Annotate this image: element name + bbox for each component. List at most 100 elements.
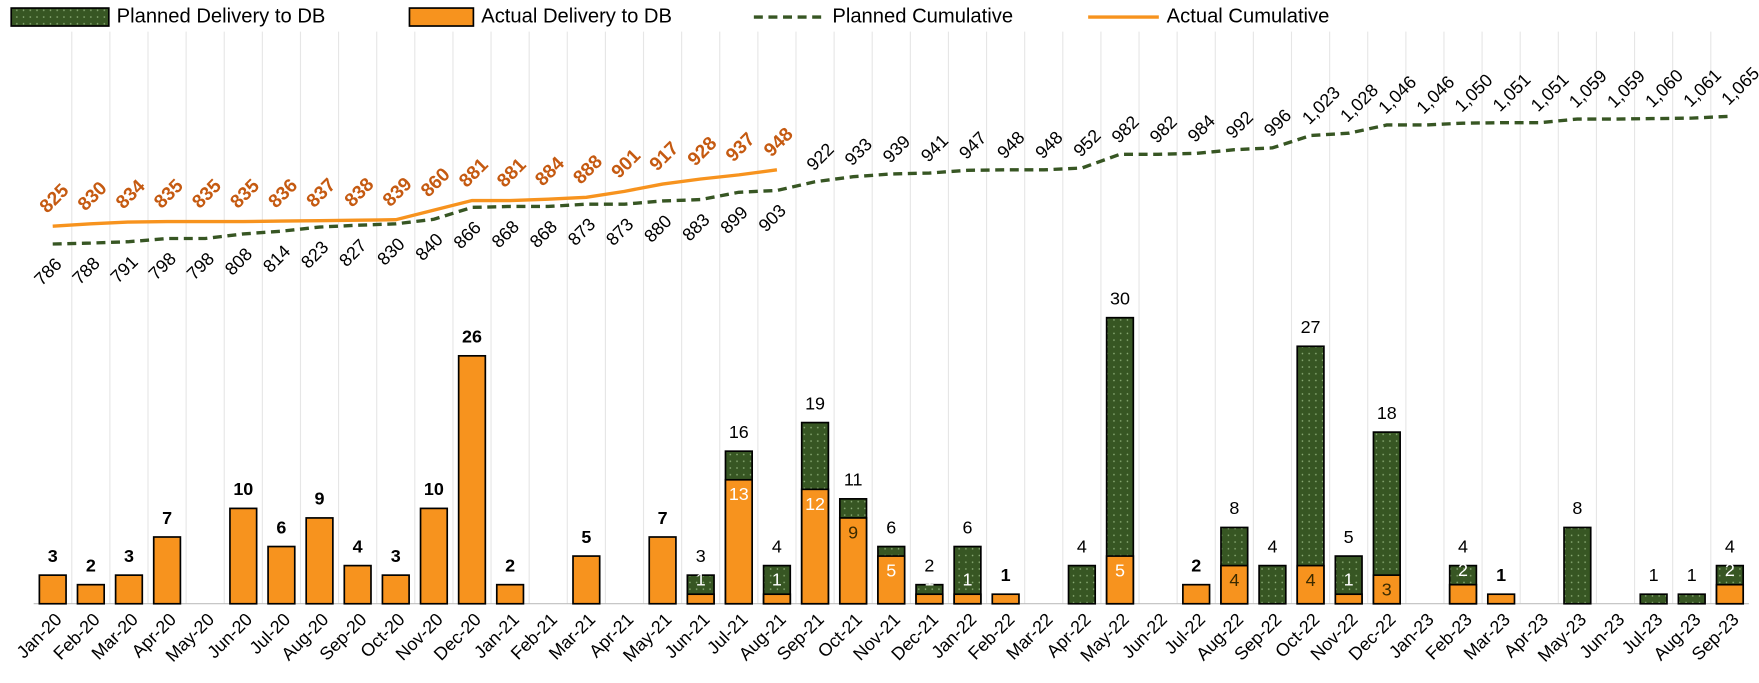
planned-cumulative-label: 982 [1146,112,1181,147]
actual-cumulative-label: 948 [760,124,798,162]
planned-cumulative-label: 933 [841,134,876,169]
planned-cumulative-label: 880 [640,211,675,246]
actual-cumulative-label: 837 [303,175,340,212]
planned-cumulative-label: 868 [488,216,523,251]
planned-cumulative-label: 873 [564,214,599,249]
actual-cumulative-label: 881 [493,154,531,192]
planned-cumulative-label: 903 [755,200,790,235]
actual-bar-label: 2 [1458,560,1468,580]
planned-bar-label: 18 [1377,403,1397,423]
actual-bar-label: 26 [462,327,482,347]
planned-bar-label: 4 [1077,536,1087,556]
planned-cumulative-label: 1,061 [1679,65,1725,111]
grid [71,31,1712,604]
actual-bar-label: 6 [276,517,286,537]
planned-bar-label: 19 [805,393,825,413]
actual-bar [572,555,601,605]
actual-bar-label: 2 [505,555,515,575]
actual-bar-label: 12 [805,494,825,514]
planned-cumulative-label: 939 [879,131,914,166]
actual-bar-label: 4 [1306,570,1316,590]
legend: Planned Delivery to DB Actual Delivery to… [10,5,1329,27]
actual-bar-label: 1 [696,569,706,589]
planned-bar-label: 3 [696,546,706,566]
actual-bar [305,517,334,605]
actual-bar [1715,583,1745,605]
actual-bar-label: 3 [391,546,401,566]
legend-swatch [10,7,110,27]
actual-bar-label: 10 [424,479,444,499]
actual-bar-label: 10 [233,479,253,499]
planned-bar-label: 4 [1267,536,1277,556]
actual-bar-label: 2 [86,555,96,575]
actual-bar-label: 2 [1725,560,1735,580]
actual-bar [648,536,677,605]
planned-bar-label: 4 [1458,536,1468,556]
planned-cumulative-label: 814 [259,241,294,276]
actual-cumulative-label: 937 [722,129,759,166]
planned-bar-label: 8 [1229,498,1239,518]
actual-bar-label: 4 [353,536,363,556]
actual-bar [343,564,372,605]
planned-cumulative-label: 791 [107,252,142,287]
planned-bar [1258,564,1287,605]
actual-bar-label: 1 [1001,565,1011,585]
actual-bar [991,593,1020,605]
actual-cumulative-label: 888 [570,151,608,189]
planned-cumulative-label: 984 [1184,111,1219,146]
actual-cumulative-label: 836 [265,175,302,212]
planned-bar-label: 1 [1649,565,1659,585]
actual-bar [1334,593,1363,605]
planned-cumulative-label: 982 [1108,112,1143,147]
planned-bar [1067,564,1097,605]
planned-cumulative-label: 948 [993,127,1028,162]
planned-bar-label: 2 [924,555,934,575]
planned-cumulative-label: 899 [716,202,751,237]
actual-bar-label: 5 [581,527,591,547]
planned-cumulative-label: 798 [183,248,218,283]
planned-bar-label: 16 [729,422,749,442]
planned-cumulative-label: 798 [145,248,180,283]
actual-cumulative-label: 884 [531,153,569,191]
planned-bar-label: 6 [886,517,896,537]
actual-bar [877,555,906,605]
actual-bar [1486,593,1516,605]
planned-cumulative-label: 992 [1222,107,1257,142]
planned-cumulative-label: 1,023 [1298,82,1344,128]
actual-bar-label: 3 [124,546,134,566]
actual-cumulative-label: 835 [150,175,188,213]
actual-bar-label: 5 [1115,561,1125,581]
actual-bar [495,583,525,605]
actual-bar-label: 4 [1229,570,1239,590]
planned-cumulative-label: 1,051 [1489,70,1535,116]
actual-bar [686,593,715,605]
actual-bar [152,536,182,605]
actual-cumulative-label: 834 [112,176,150,214]
actual-bar [724,478,753,605]
actual-bar [1182,583,1211,605]
legend-swatch [408,7,475,27]
actual-bar-label: 9 [315,489,325,509]
planned-cumulative-label: 1,050 [1451,70,1497,116]
planned-cumulative-label: 873 [602,214,637,249]
actual-bar-label: 5 [886,561,896,581]
actual-bar [229,507,258,605]
planned-cumulative-label: 788 [68,253,103,288]
planned-cumulative-label: 823 [297,237,332,272]
actual-bar [1220,564,1249,605]
actual-bar [838,517,868,605]
planned-bar-label: 4 [1725,536,1735,556]
actual-bar [762,593,792,605]
actual-bar-label: 1 [1344,569,1354,589]
actual-bar [76,583,106,605]
actual-bar [457,354,487,605]
actual-bar [1105,555,1135,605]
legend-label: Planned Delivery to DB [117,5,326,27]
planned-bar-label: 1 [1687,565,1697,585]
planned-bar [1563,526,1592,605]
actual-cumulative-label: 901 [608,145,646,183]
actual-bar [419,507,449,605]
planned-bar-label: 11 [844,470,863,490]
planned-bar-label: 6 [963,517,973,537]
actual-cumulative-label: 860 [417,164,454,201]
